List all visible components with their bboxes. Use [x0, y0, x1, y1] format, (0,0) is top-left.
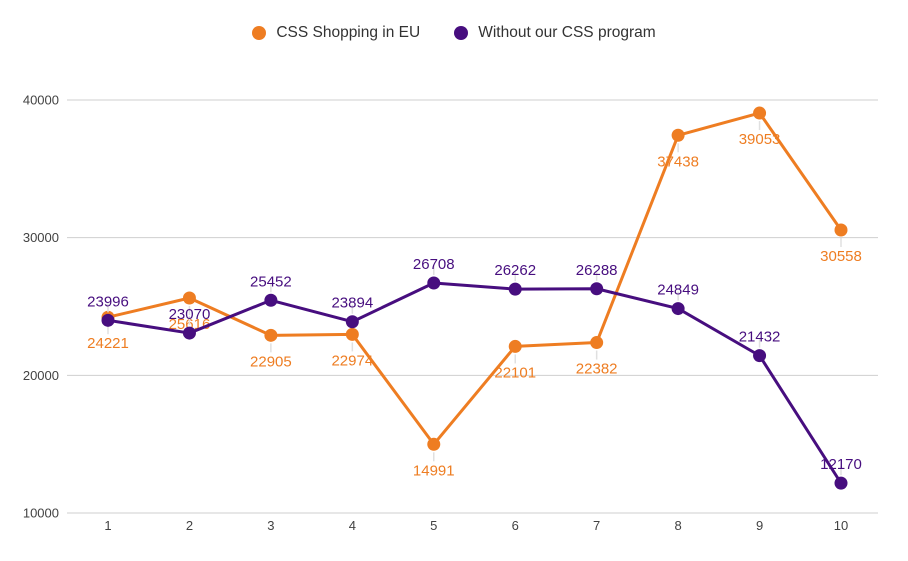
- data-point-label: 23894: [331, 295, 373, 312]
- chart-legend: CSS Shopping in EU Without our CSS progra…: [0, 24, 908, 42]
- data-point-label: 24849: [657, 282, 699, 299]
- legend-swatch-circle-icon: [454, 26, 469, 40]
- data-point[interactable]: [182, 326, 196, 340]
- data-point-label: 24221: [87, 335, 129, 352]
- data-point[interactable]: [508, 282, 522, 296]
- data-point[interactable]: [753, 106, 767, 120]
- x-tick-label: 3: [267, 518, 274, 533]
- data-point[interactable]: [753, 349, 767, 363]
- x-tick-label: 10: [834, 518, 848, 533]
- data-point-label: 22382: [576, 361, 618, 378]
- data-point[interactable]: [834, 476, 848, 490]
- data-point-label: 37438: [657, 153, 699, 170]
- data-point[interactable]: [834, 223, 848, 237]
- x-tick-label: 4: [349, 518, 356, 533]
- x-tick-label: 8: [674, 518, 681, 533]
- data-point-label: 26288: [576, 262, 618, 279]
- data-point-label: 12170: [820, 456, 862, 473]
- data-point-label: 23070: [169, 306, 211, 323]
- data-point[interactable]: [671, 128, 685, 142]
- y-tick-label: 30000: [23, 230, 59, 245]
- x-tick-label: 7: [593, 518, 600, 533]
- data-point-label: 23996: [87, 293, 129, 310]
- y-tick-label: 10000: [23, 506, 59, 521]
- legend-label: Without our CSS program: [478, 24, 656, 41]
- legend-item: CSS Shopping in EU: [252, 24, 420, 42]
- x-tick-label: 2: [186, 518, 193, 533]
- data-point-label: 30558: [820, 248, 862, 265]
- data-point-label: 22101: [494, 364, 536, 381]
- data-point-label: 25452: [250, 273, 292, 290]
- data-point[interactable]: [508, 339, 522, 353]
- y-tick-label: 40000: [23, 93, 59, 108]
- x-tick-label: 1: [104, 518, 111, 533]
- x-tick-label: 6: [512, 518, 519, 533]
- data-point[interactable]: [345, 327, 359, 341]
- data-point[interactable]: [427, 276, 441, 290]
- data-point-label: 26262: [494, 262, 536, 279]
- data-point[interactable]: [101, 313, 115, 327]
- data-point[interactable]: [264, 328, 278, 342]
- data-point[interactable]: [671, 302, 685, 316]
- x-tick-label: 9: [756, 518, 763, 533]
- legend-swatch-circle-icon: [252, 26, 267, 40]
- data-point-label: 22974: [331, 352, 373, 369]
- data-point-label: 39053: [739, 131, 781, 148]
- data-point[interactable]: [345, 315, 359, 329]
- data-point[interactable]: [182, 291, 196, 305]
- data-point[interactable]: [590, 336, 604, 350]
- data-point-label: 26708: [413, 256, 455, 273]
- series-line: [106, 111, 843, 446]
- y-tick-label: 20000: [23, 368, 59, 383]
- data-point-label: 14991: [413, 462, 455, 479]
- series-line: [106, 281, 843, 485]
- legend-label: CSS Shopping in EU: [276, 24, 421, 41]
- data-point[interactable]: [590, 282, 604, 296]
- data-point-label: 22905: [250, 353, 292, 370]
- data-point[interactable]: [264, 293, 278, 307]
- legend-item: Without our CSS program: [454, 24, 656, 42]
- x-tick-label: 5: [430, 518, 437, 533]
- data-point-label: 21432: [739, 329, 781, 346]
- data-point[interactable]: [427, 437, 441, 451]
